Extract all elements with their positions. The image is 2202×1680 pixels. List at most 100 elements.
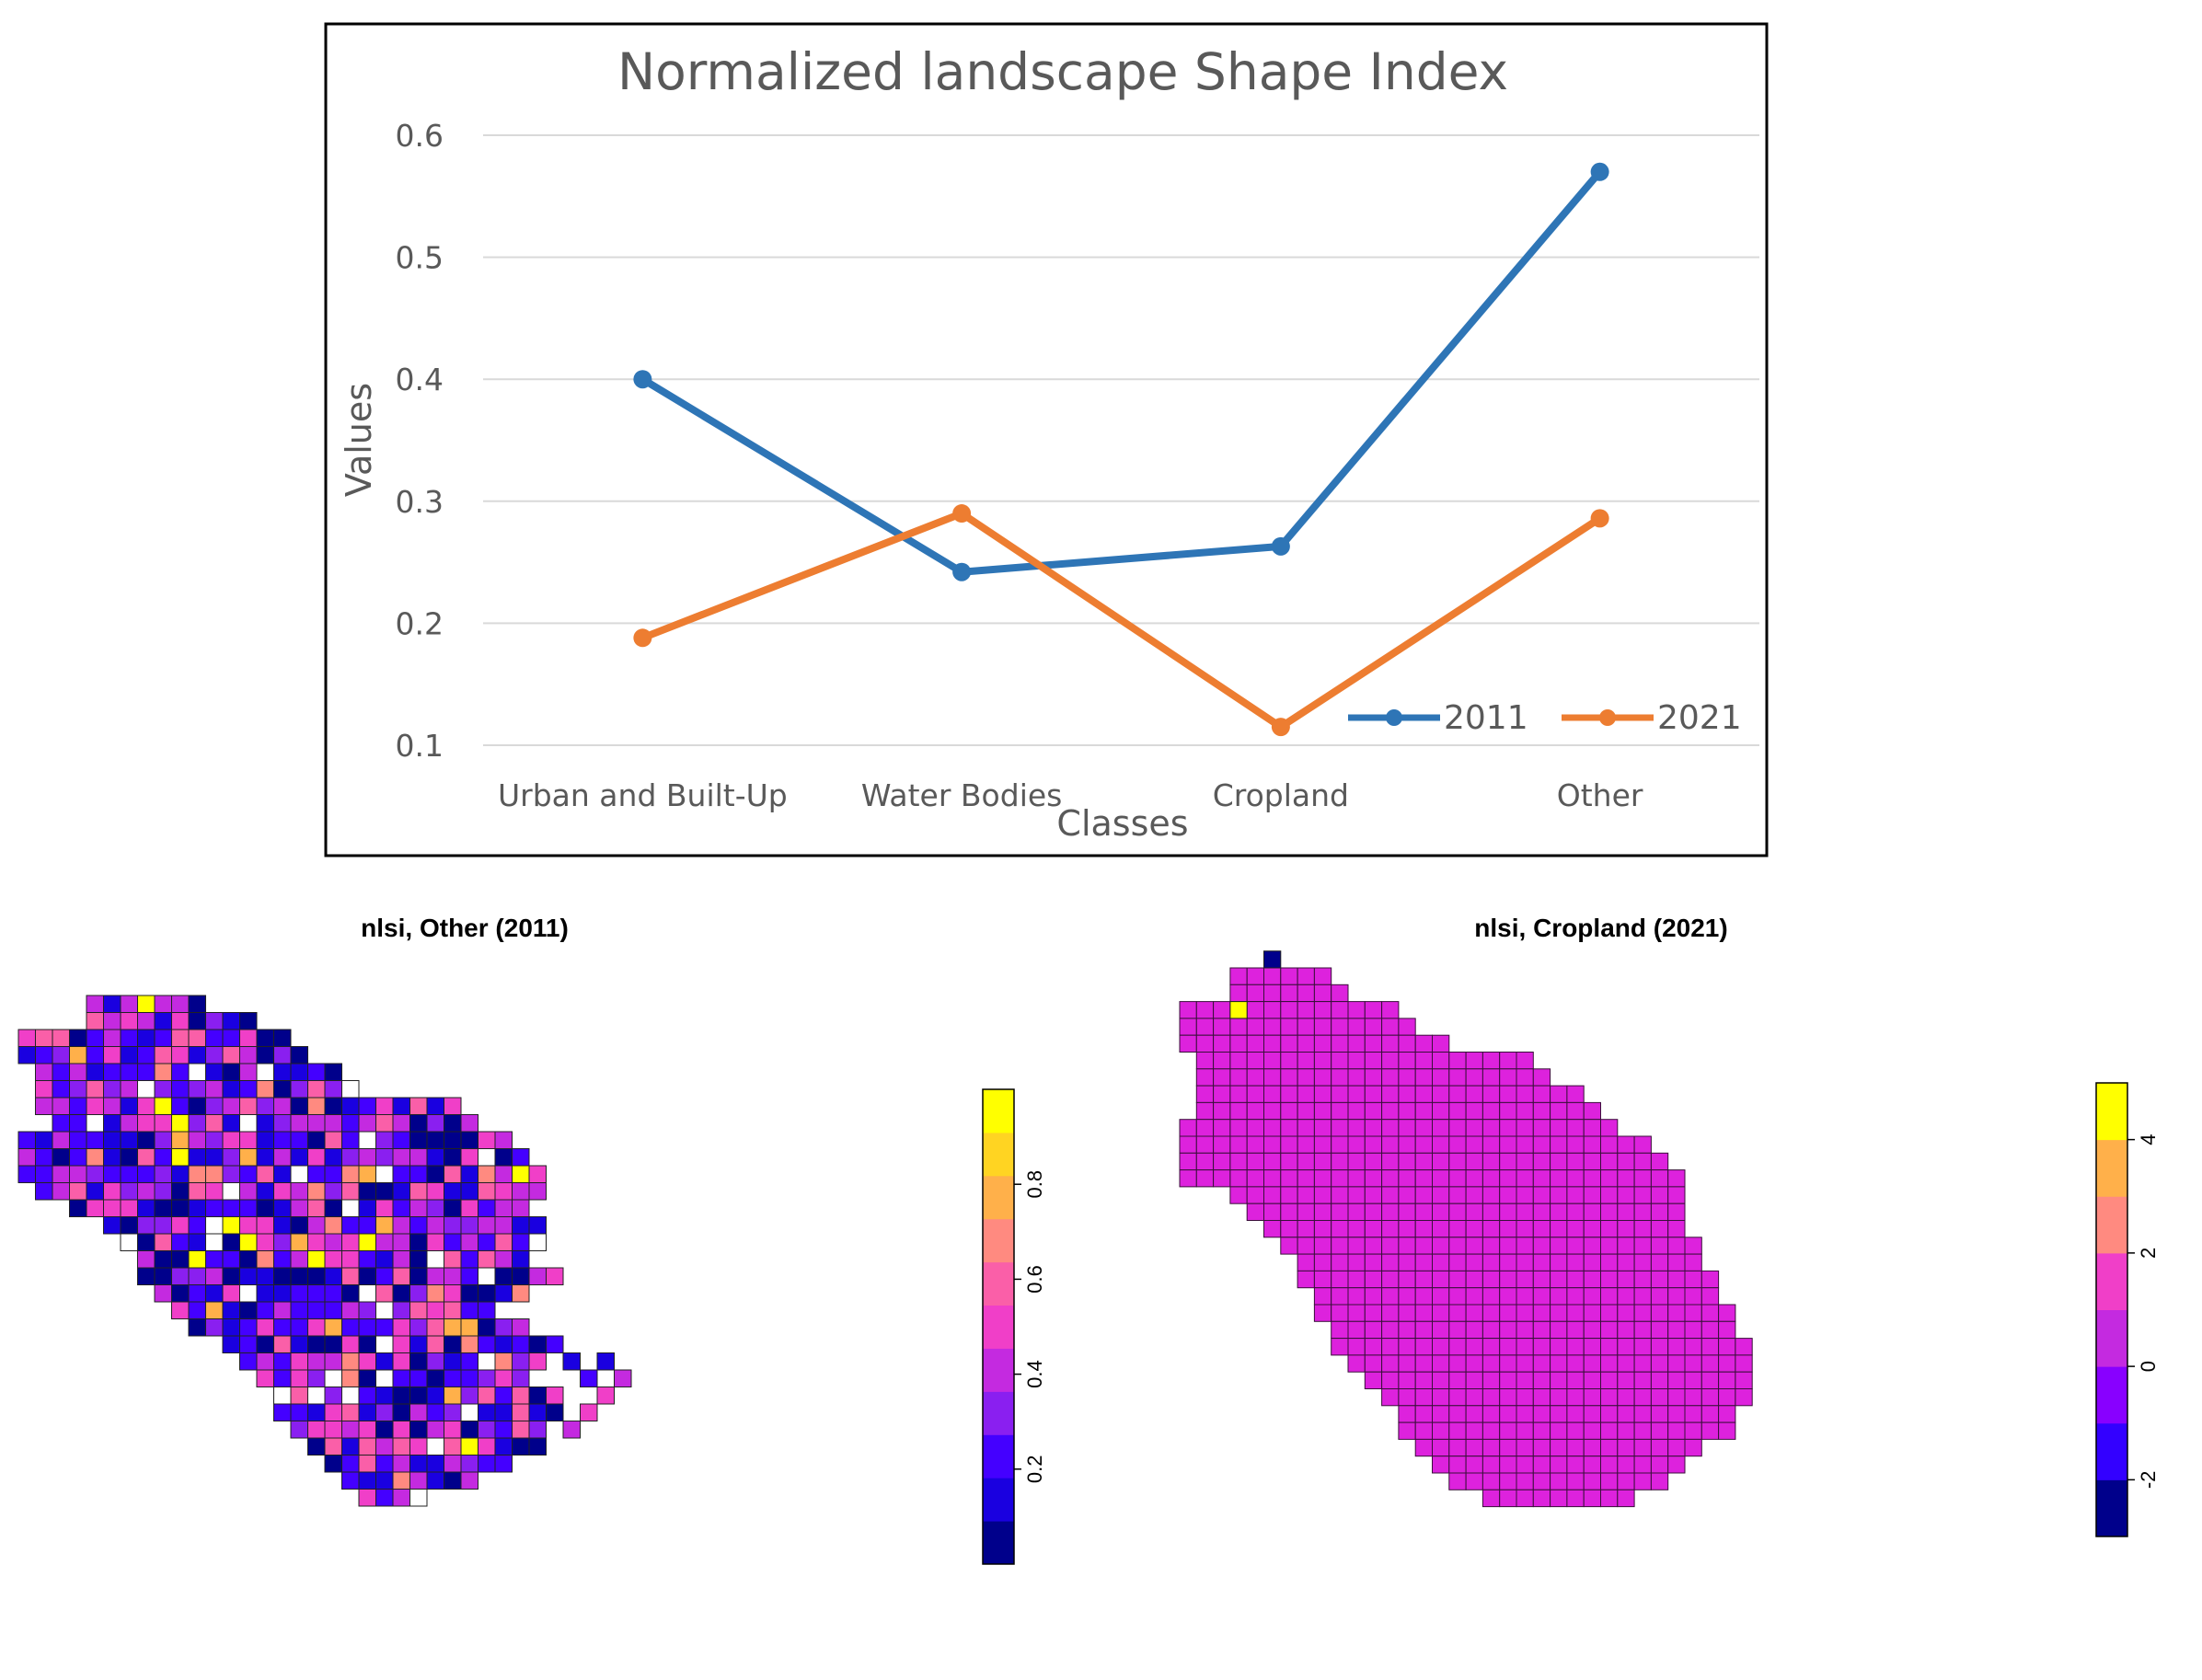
map2-cell <box>1280 1052 1298 1070</box>
map2-cell <box>1516 1119 1534 1137</box>
map1-cell <box>358 1455 376 1473</box>
map2-cell <box>1583 1101 1601 1121</box>
map2-cell <box>1516 1220 1534 1238</box>
map2-cell <box>1583 1405 1601 1423</box>
map2-cell <box>1550 1119 1568 1137</box>
map1-cell <box>358 1369 376 1387</box>
map1-cell <box>205 1097 224 1115</box>
map1-cell <box>205 1063 224 1081</box>
map2-cell <box>1532 1456 1551 1474</box>
map2-cell <box>1448 1354 1467 1373</box>
map2-cell <box>1465 1237 1483 1255</box>
y-tick-label: 0.2 <box>396 605 444 641</box>
map1-cell <box>478 1199 496 1217</box>
map1-cell <box>460 1471 478 1490</box>
map1-cell <box>171 1063 190 1081</box>
map1-cell <box>392 1369 410 1387</box>
map2-cell <box>1364 1338 1383 1356</box>
map2-cell <box>1633 1220 1652 1238</box>
map2-cell <box>1566 1489 1585 1508</box>
map1-cell <box>273 1369 292 1387</box>
map1-cell <box>239 1352 258 1371</box>
map2-cell <box>1617 1320 1635 1340</box>
map1-cell <box>478 1335 496 1353</box>
map1-cell <box>426 1437 444 1456</box>
map1-cell <box>494 1250 513 1269</box>
map2-cell <box>1398 1371 1416 1389</box>
map1-cell <box>69 1182 87 1201</box>
map2-cell <box>1617 1135 1635 1154</box>
map2-cell <box>1600 1270 1619 1289</box>
map2-cell <box>1381 1220 1400 1238</box>
map2-cell <box>1700 1354 1720 1373</box>
map2-cell <box>1700 1421 1720 1440</box>
map2-cell <box>1313 1119 1332 1137</box>
map1-cell <box>256 1284 274 1303</box>
map1-cell <box>120 1233 138 1251</box>
map1-cell <box>409 1148 428 1167</box>
map2-cell <box>1313 1152 1332 1171</box>
map1-cell <box>222 1335 240 1353</box>
map1-cell <box>307 1199 326 1217</box>
map2-cell <box>1516 1421 1534 1440</box>
map1-cell <box>409 1199 428 1217</box>
map2-cell <box>1465 1438 1483 1457</box>
map1-cell <box>426 1233 444 1251</box>
map2-cell <box>1499 1405 1517 1423</box>
map1-cell <box>205 1131 224 1149</box>
map1-cell <box>392 1318 410 1337</box>
map2-cell <box>1667 1338 1686 1356</box>
map2-cell <box>1550 1085 1568 1103</box>
map2-cell <box>1600 1320 1619 1340</box>
map2-cell <box>1448 1101 1467 1121</box>
map1-cell <box>52 1148 70 1167</box>
map1-cell <box>290 1182 308 1201</box>
map2-cell <box>1432 1304 1450 1322</box>
map2-cell <box>1280 984 1298 1003</box>
map1-cell <box>154 1012 172 1030</box>
map2-cell <box>1532 1119 1551 1137</box>
map1-cell <box>614 1369 632 1387</box>
map1-colorbar-tick-label: 0.4 <box>1023 1360 1046 1388</box>
y-tick-label: 0.6 <box>396 118 444 154</box>
map2-cell <box>1516 1085 1534 1103</box>
map1-cell <box>256 1165 274 1183</box>
map2-cell <box>1516 1169 1534 1188</box>
map1-cell <box>426 1267 444 1285</box>
map2-cell <box>1313 1202 1332 1221</box>
map1-cell <box>273 1080 292 1099</box>
map2-cell <box>1313 984 1332 1003</box>
map2-colorbar-tick-label: 0 <box>2137 1361 2160 1372</box>
map2-cell <box>1246 1202 1264 1221</box>
map2-cell <box>1633 1421 1652 1440</box>
map2-cell <box>1331 1320 1349 1340</box>
map2-cell <box>1331 1270 1349 1289</box>
map2-cell <box>1516 1270 1534 1289</box>
map2-cell <box>1600 1472 1619 1490</box>
map1-cell <box>409 1455 428 1473</box>
map2-cell <box>1448 1119 1467 1137</box>
map1-cell <box>358 1437 376 1456</box>
map1-cell <box>460 1403 478 1421</box>
map2-cell <box>1364 1119 1383 1137</box>
map2-cell <box>1297 1152 1315 1171</box>
map2-cell <box>1381 1270 1400 1289</box>
map1-cell <box>137 995 156 1013</box>
map1-colorbar-segment <box>983 1391 1014 1435</box>
map1-cell <box>392 1421 410 1439</box>
map1-cell <box>460 1421 478 1439</box>
map2-cell <box>1229 984 1248 1003</box>
map1-cell <box>154 1233 172 1251</box>
map2-cell <box>1550 1489 1568 1508</box>
map2-cell <box>1516 1472 1534 1490</box>
map1-cell <box>52 1165 70 1183</box>
map2-cell <box>1432 1085 1450 1103</box>
map1-cell <box>460 1335 478 1353</box>
map1-cell <box>512 1352 530 1371</box>
map1-cell <box>17 1046 36 1064</box>
map1-cell <box>307 1114 326 1133</box>
map1-cell <box>494 1421 513 1439</box>
map1-cell <box>358 1250 376 1269</box>
map2-cell <box>1448 1220 1467 1238</box>
map2-cell <box>1650 1287 1669 1306</box>
